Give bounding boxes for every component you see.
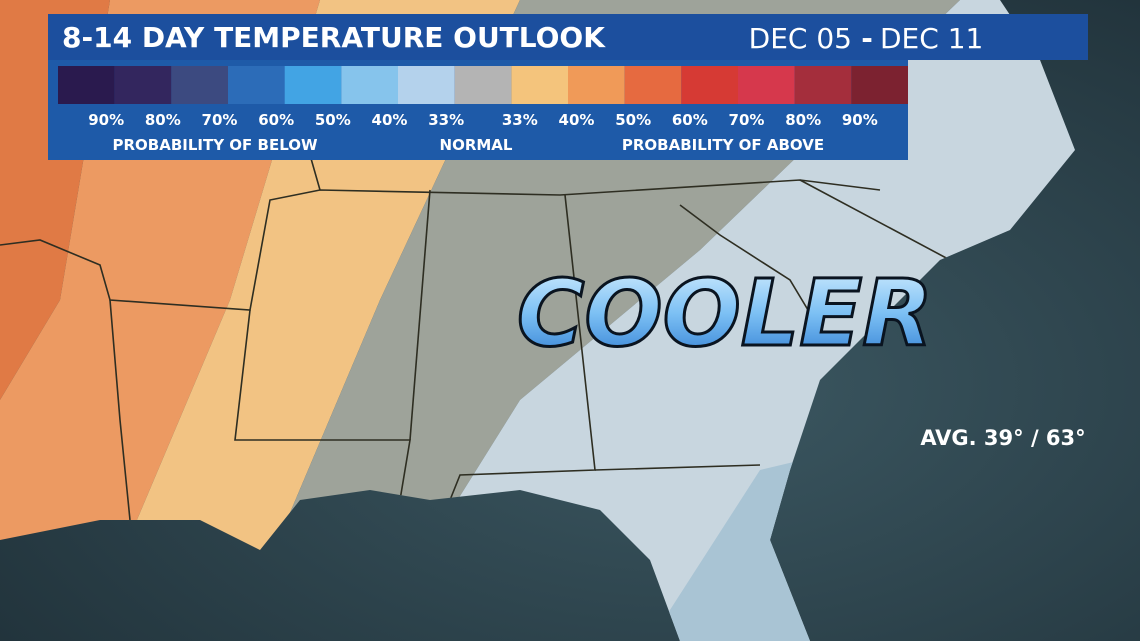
date-start: DEC 05	[749, 22, 852, 55]
legend-label: 70%	[729, 111, 765, 129]
title: 8-14 DAY TEMPERATURE OUTLOOK	[62, 21, 606, 54]
legend-group: PROBABILITY OF ABOVE	[622, 136, 824, 154]
legend-swatch	[114, 66, 172, 104]
legend-label: 40%	[372, 111, 408, 129]
legend-swatch	[454, 66, 512, 104]
state-lines	[0, 59, 951, 521]
legend-label: 90%	[88, 111, 124, 129]
legend-swatch	[794, 66, 852, 104]
title-bar	[48, 14, 1088, 60]
legend-swatch	[341, 66, 398, 104]
headline: COOLER	[517, 260, 933, 367]
legend-swatch	[398, 66, 455, 104]
legend-label: 70%	[202, 111, 238, 129]
legend-group: PROBABILITY OF BELOW	[112, 136, 317, 154]
date-separator: -	[861, 22, 873, 55]
legend-swatch	[171, 66, 228, 104]
legend-label: 60%	[258, 111, 294, 129]
legend-swatch	[851, 66, 908, 104]
legend-swatch	[58, 66, 115, 104]
legend-swatch	[511, 66, 568, 104]
legend-swatch	[624, 66, 682, 104]
legend-label: 33%	[502, 111, 538, 129]
legend-label: 80%	[145, 111, 181, 129]
legend-label: 50%	[315, 111, 351, 129]
legend-label: 60%	[672, 111, 708, 129]
legend-label: 90%	[842, 111, 878, 129]
legend-label: 80%	[785, 111, 821, 129]
average-temps: AVG. 39° / 63°	[920, 426, 1085, 450]
legend-label: 40%	[559, 111, 595, 129]
legend-label: 33%	[428, 111, 464, 129]
legend-swatch	[228, 66, 285, 104]
legend-swatch	[568, 66, 625, 104]
legend-swatch	[738, 66, 795, 104]
legend-swatch	[681, 66, 738, 104]
date-end: DEC 11	[880, 22, 983, 55]
legend-group: NORMAL	[440, 136, 513, 154]
legend-label: 50%	[615, 111, 651, 129]
legend-swatch	[284, 66, 342, 104]
legend: 90% 80% 70% 60% 50% 40% 33% 33% 40% 50% 60% 70% 80% 9…	[58, 66, 908, 154]
